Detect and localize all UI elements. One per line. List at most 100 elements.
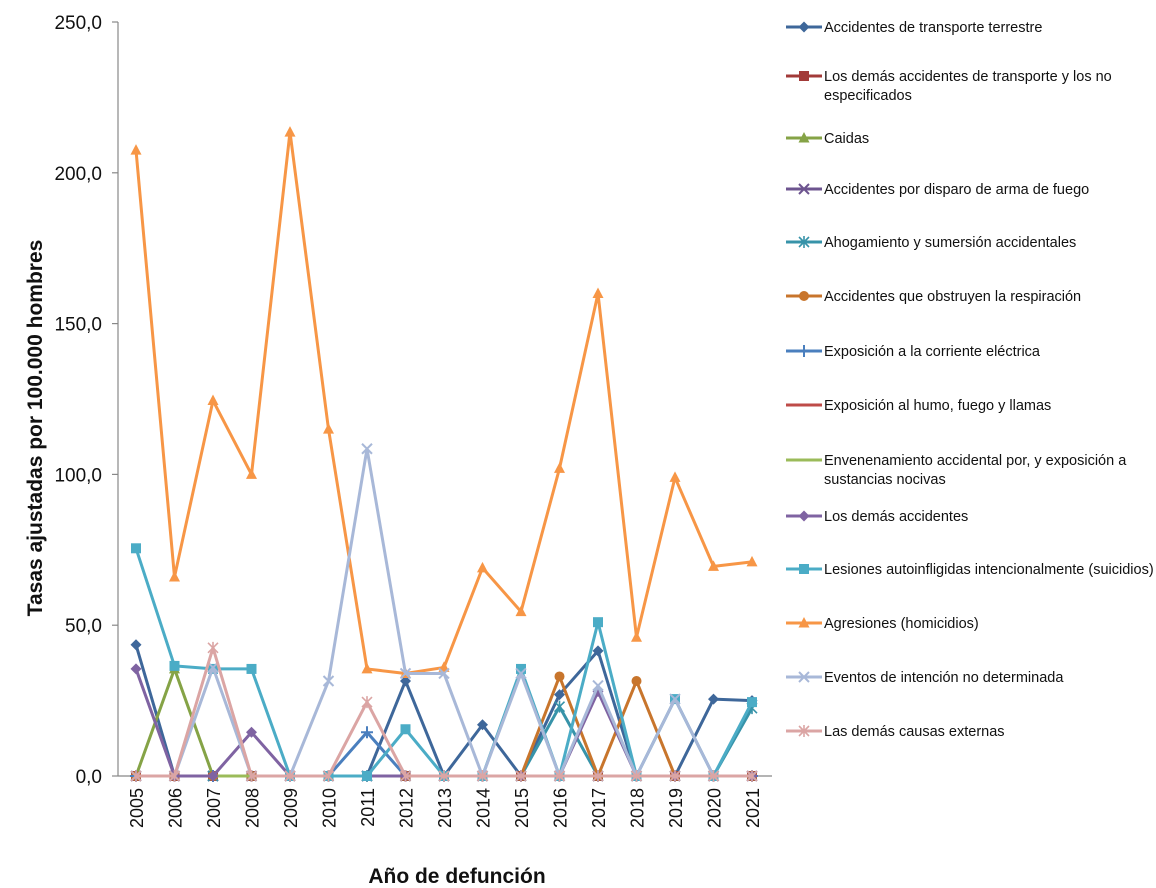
legend-marker xyxy=(798,510,810,522)
legend-entry: Las demás causas externas xyxy=(786,724,1005,740)
data-point xyxy=(708,693,719,705)
data-point xyxy=(246,468,257,479)
data-point xyxy=(168,770,181,782)
x-tick-label: 2011 xyxy=(358,788,378,827)
data-point xyxy=(207,394,219,406)
data-point xyxy=(553,770,566,782)
y-tick-label: 150,0 xyxy=(54,315,102,336)
legend-label: Las demás causas externas xyxy=(824,724,1005,740)
legend-marker xyxy=(799,291,809,301)
data-point xyxy=(207,641,219,654)
data-point xyxy=(554,462,565,473)
data-point xyxy=(592,770,604,782)
legend-entry: Exposición a la corriente eléctrica xyxy=(786,344,1041,360)
x-tick-label: 2009 xyxy=(281,788,301,828)
data-point xyxy=(361,696,373,709)
x-tick-label: 2017 xyxy=(589,788,609,828)
data-point xyxy=(477,561,488,573)
data-point xyxy=(322,675,335,687)
x-tick-label: 2015 xyxy=(512,788,532,828)
data-point xyxy=(322,770,335,782)
data-point xyxy=(399,770,412,782)
legend-marker xyxy=(798,183,810,195)
legend-label: Exposición al humo, fuego y llamas xyxy=(824,398,1051,414)
legend-marker xyxy=(799,71,809,81)
x-tick-label: 2008 xyxy=(243,788,263,828)
y-ticks: 0,0 50,0 100,0 150,0 200,0 250,0 xyxy=(54,13,118,788)
legend-entry: Envenenamiento accidental por, y exposic… xyxy=(786,453,1127,488)
series-line xyxy=(134,130,753,675)
y-tick-label: 50,0 xyxy=(65,616,102,637)
data-point xyxy=(630,770,643,782)
data-point xyxy=(131,543,141,554)
legend-label: Los demás accidentes de transporte y los… xyxy=(824,69,1112,104)
data-point xyxy=(669,693,681,705)
legend-label: Lesiones autoinfligidas intencionalmente… xyxy=(824,562,1154,578)
x-tick-label: 2005 xyxy=(127,788,147,828)
x-tick-label: 2020 xyxy=(705,788,725,828)
data-point xyxy=(669,471,681,482)
data-point xyxy=(284,126,296,137)
data-point xyxy=(362,771,372,781)
data-point xyxy=(515,605,527,617)
data-point xyxy=(707,770,720,782)
legend-marker xyxy=(799,564,809,574)
series-13 xyxy=(130,443,758,782)
x-tick-label: 2006 xyxy=(166,788,186,828)
legend-label: Ahogamiento y sumersión accidentales xyxy=(824,235,1076,251)
data-point xyxy=(130,144,142,155)
data-point xyxy=(323,423,334,434)
legend-entry: Accidentes que obstruyen la respiración xyxy=(786,289,1081,305)
legend-entry: Accidentes de transporte terrestre xyxy=(786,20,1042,36)
legend-entry: Agresiones (homicidios) xyxy=(786,616,979,632)
data-point xyxy=(169,660,180,671)
data-point xyxy=(399,667,412,680)
legend-label: Accidentes por disparo de arma de fuego xyxy=(824,182,1089,198)
data-point xyxy=(361,662,373,674)
legend-label: Envenenamiento accidental por, y exposic… xyxy=(824,453,1127,488)
plot-area xyxy=(130,126,758,782)
data-point xyxy=(477,719,488,731)
data-point xyxy=(245,770,258,782)
legend-entry: Eventos de intención no determinada xyxy=(786,670,1064,686)
series-1 xyxy=(130,639,758,782)
x-tick-label: 2014 xyxy=(474,788,494,828)
data-point xyxy=(592,679,604,692)
y-axis: 0,0 50,0 100,0 150,0 200,0 250,0 xyxy=(54,13,119,788)
x-tick-label: 2007 xyxy=(204,788,224,828)
data-point xyxy=(593,617,603,628)
legend-label: Los demás accidentes xyxy=(824,509,968,525)
x-tick-label: 2021 xyxy=(743,788,763,828)
data-point xyxy=(631,631,642,642)
data-point xyxy=(361,726,373,739)
data-point xyxy=(746,555,758,567)
legend-marker xyxy=(798,21,810,33)
data-point xyxy=(747,697,757,708)
data-point xyxy=(631,675,642,686)
legend: Accidentes de transporte terrestre Los de… xyxy=(786,20,1154,740)
legend-entry: Caidas xyxy=(786,131,869,147)
legend-marker xyxy=(798,236,810,248)
data-point xyxy=(130,770,142,782)
data-point xyxy=(400,724,411,735)
data-point xyxy=(708,560,719,571)
data-point xyxy=(130,663,142,675)
data-point xyxy=(476,770,489,782)
data-point xyxy=(592,287,604,298)
x-tick-label: 2012 xyxy=(397,788,417,828)
data-point xyxy=(554,689,565,701)
legend-entry: Ahogamiento y sumersión accidentales xyxy=(786,235,1076,251)
data-point xyxy=(207,770,219,782)
data-point xyxy=(592,645,604,657)
data-point xyxy=(746,770,758,782)
x-ticks: 2005 2006 2007 2008 2009 2010 2011 2012 2013 2014… xyxy=(127,776,763,828)
y-tick-label: 250,0 xyxy=(54,13,102,34)
legend-label: Accidentes que obstruyen la respiración xyxy=(824,289,1081,305)
data-point xyxy=(400,675,411,687)
data-point xyxy=(130,639,142,651)
legend-marker xyxy=(798,132,810,143)
x-tick-label: 2010 xyxy=(320,788,340,828)
y-tick-label: 100,0 xyxy=(54,465,102,486)
series-line xyxy=(134,668,752,778)
